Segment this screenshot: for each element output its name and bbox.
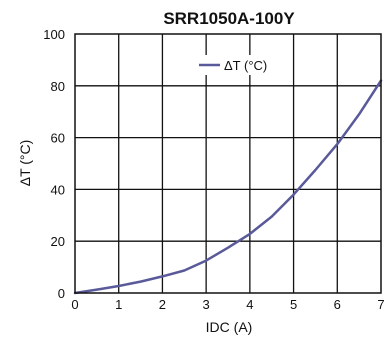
x-tick-label: 2	[159, 297, 166, 312]
plot-area	[73, 79, 383, 295]
y-tick-label: 100	[43, 27, 65, 42]
x-tick-label: 7	[377, 297, 384, 312]
x-tick-label: 0	[71, 297, 78, 312]
x-tick-label: 3	[203, 297, 210, 312]
legend-background	[195, 55, 285, 75]
y-tick-label: 20	[51, 234, 65, 249]
y-tick-label: 80	[51, 79, 65, 94]
x-axis-title: IDC (A)	[206, 319, 253, 335]
x-tick-label: 4	[246, 297, 253, 312]
x-tick-label: 6	[334, 297, 341, 312]
chart-title: SRR1050A-100Y	[163, 9, 295, 28]
legend-label: ΔT (°C)	[224, 58, 267, 73]
series-line-0	[73, 79, 383, 295]
y-tick-label: 40	[51, 182, 65, 197]
plot-frame	[74, 33, 382, 294]
tick-labels: 0 1 2 3 4 5 6 7 0 20 40 60 80 100	[43, 27, 384, 312]
grid	[75, 34, 381, 293]
x-tick-label: 1	[115, 297, 122, 312]
y-tick-label: 60	[51, 131, 65, 146]
legend: ΔT (°C)	[195, 55, 285, 75]
y-axis-title: ΔT (°C)	[17, 140, 33, 187]
x-tick-label: 5	[290, 297, 297, 312]
y-tick-label: 0	[58, 286, 65, 301]
